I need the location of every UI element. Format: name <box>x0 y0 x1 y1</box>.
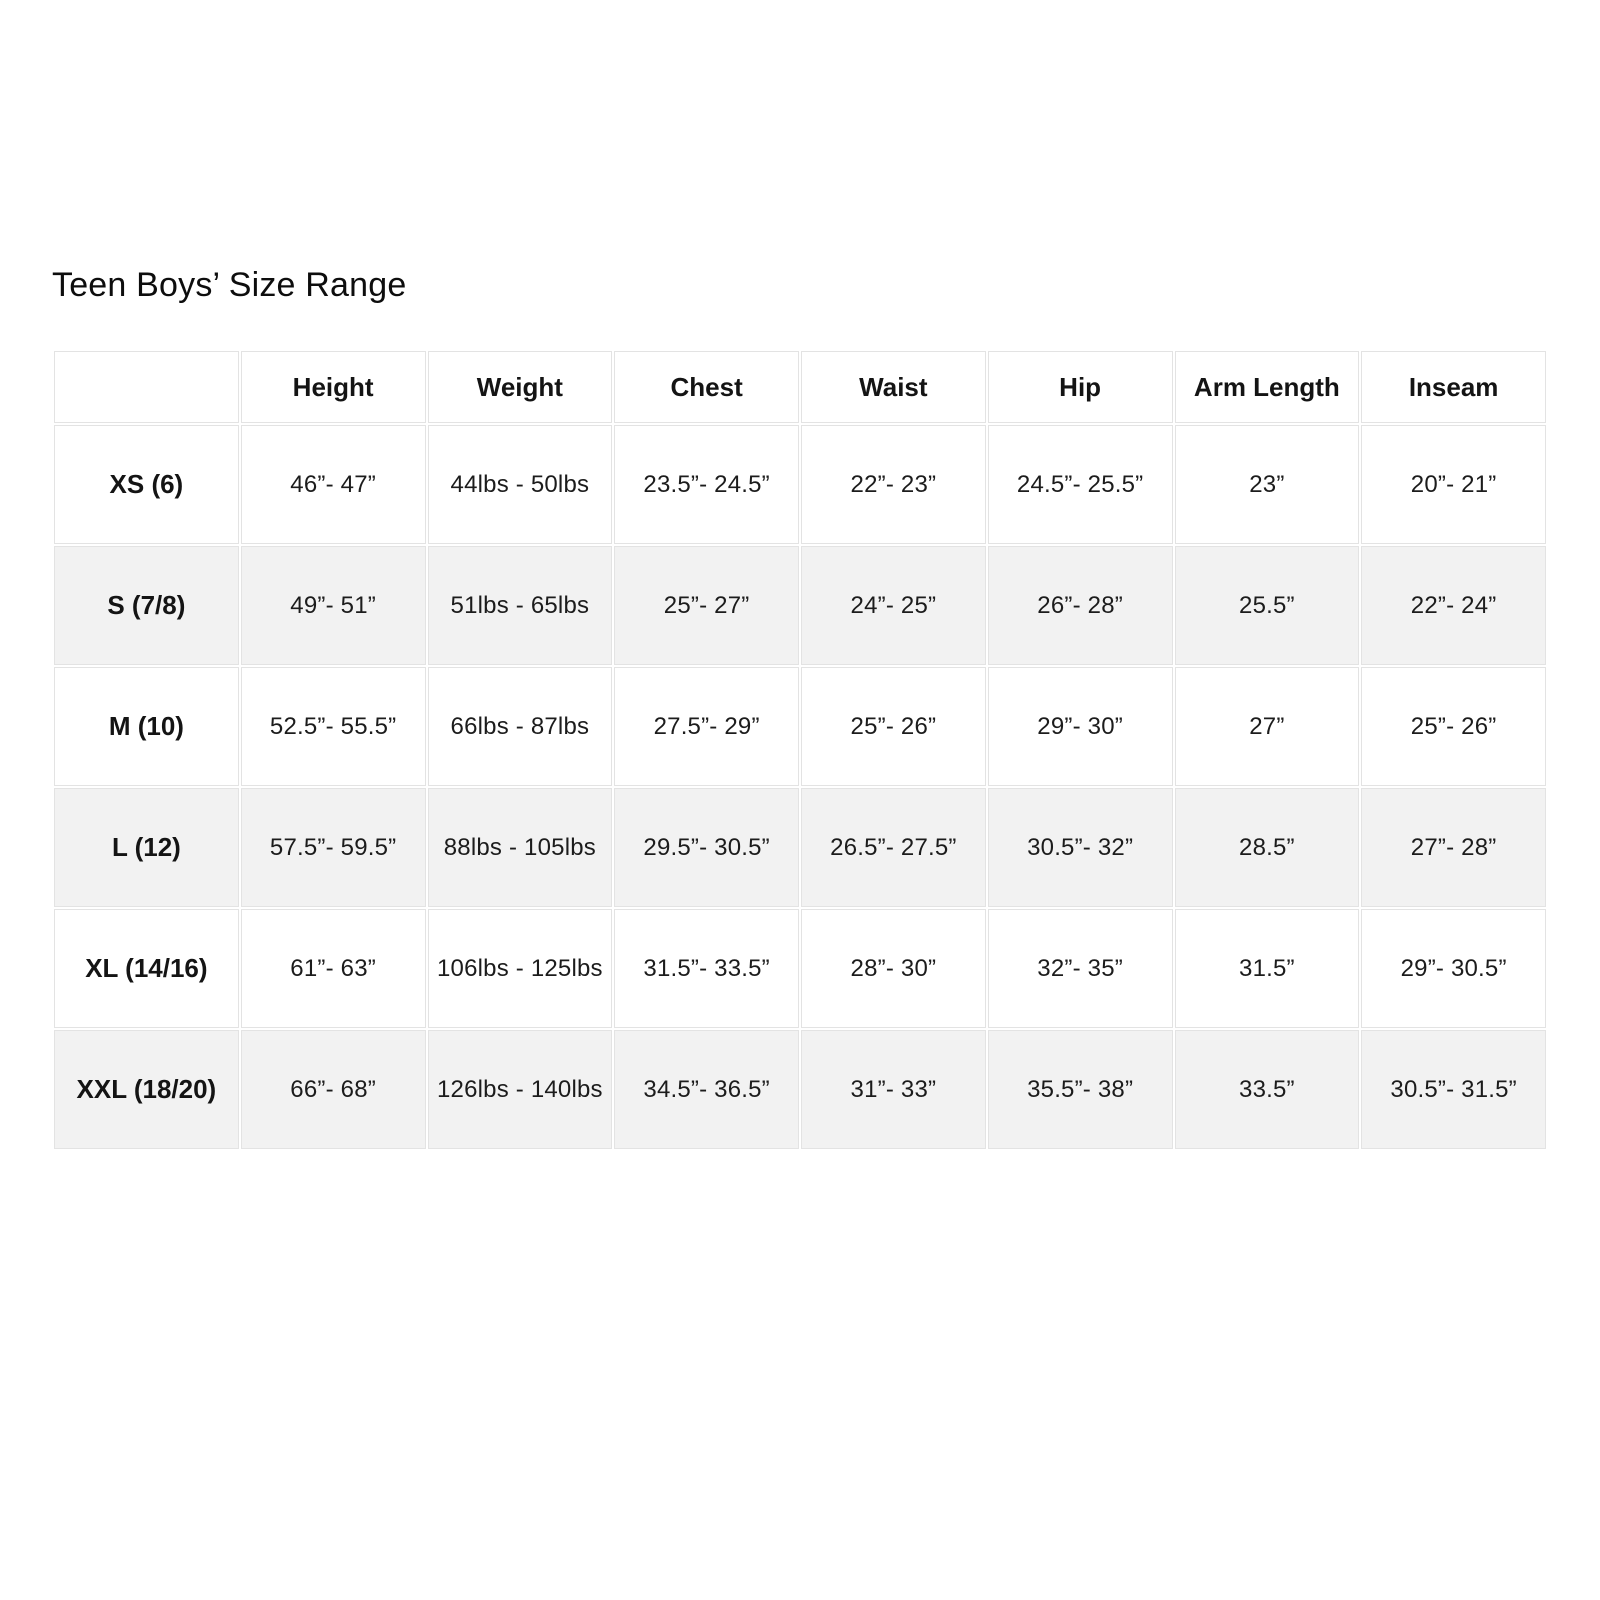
page: Teen Boys’ Size Range Height Weight Ches… <box>52 266 1548 1151</box>
cell-xl-height: 61”- 63” <box>240 909 426 1028</box>
cell-m-arm-length: 27” <box>1174 667 1360 786</box>
cell-s-inseam: 22”- 24” <box>1361 546 1546 665</box>
cell-xxl-inseam: 30.5”- 31.5” <box>1361 1030 1546 1149</box>
column-header-weight: Weight <box>427 351 613 423</box>
table-row-xs: XS (6) 46”- 47” 44lbs - 50lbs 23.5”- 24.… <box>54 425 1546 544</box>
cell-xxl-arm-length: 33.5” <box>1174 1030 1360 1149</box>
cell-xxl-chest: 34.5”- 36.5” <box>614 1030 799 1149</box>
row-label-m: M (10) <box>54 667 239 786</box>
cell-xxl-height: 66”- 68” <box>240 1030 426 1149</box>
cell-l-hip: 30.5”- 32” <box>987 788 1173 907</box>
table-header: Height Weight Chest Waist Hip Arm Length… <box>54 351 1546 423</box>
table-row-xxl: XXL (18/20) 66”- 68” 126lbs - 140lbs 34.… <box>54 1030 1546 1149</box>
cell-xs-chest: 23.5”- 24.5” <box>614 425 799 544</box>
cell-m-chest: 27.5”- 29” <box>614 667 799 786</box>
corner-cell <box>54 351 239 423</box>
cell-m-inseam: 25”- 26” <box>1361 667 1546 786</box>
table-row-l: L (12) 57.5”- 59.5” 88lbs - 105lbs 29.5”… <box>54 788 1546 907</box>
cell-s-chest: 25”- 27” <box>614 546 799 665</box>
table-row-xl: XL (14/16) 61”- 63” 106lbs - 125lbs 31.5… <box>54 909 1546 1028</box>
table-row-m: M (10) 52.5”- 55.5” 66lbs - 87lbs 27.5”-… <box>54 667 1546 786</box>
cell-xl-chest: 31.5”- 33.5” <box>614 909 799 1028</box>
cell-xl-hip: 32”- 35” <box>987 909 1173 1028</box>
cell-xs-arm-length: 23” <box>1174 425 1360 544</box>
cell-xxl-weight: 126lbs - 140lbs <box>427 1030 613 1149</box>
cell-xl-weight: 106lbs - 125lbs <box>427 909 613 1028</box>
column-header-chest: Chest <box>614 351 799 423</box>
cell-l-chest: 29.5”- 30.5” <box>614 788 799 907</box>
row-label-l: L (12) <box>54 788 239 907</box>
row-label-xs: XS (6) <box>54 425 239 544</box>
cell-xs-inseam: 20”- 21” <box>1361 425 1546 544</box>
column-header-waist: Waist <box>801 351 986 423</box>
cell-l-height: 57.5”- 59.5” <box>240 788 426 907</box>
cell-s-waist: 24”- 25” <box>801 546 986 665</box>
cell-s-weight: 51lbs - 65lbs <box>427 546 613 665</box>
cell-m-height: 52.5”- 55.5” <box>240 667 426 786</box>
column-header-arm-length: Arm Length <box>1174 351 1360 423</box>
cell-l-waist: 26.5”- 27.5” <box>801 788 986 907</box>
cell-l-weight: 88lbs - 105lbs <box>427 788 613 907</box>
cell-l-inseam: 27”- 28” <box>1361 788 1546 907</box>
cell-xl-waist: 28”- 30” <box>801 909 986 1028</box>
cell-xl-arm-length: 31.5” <box>1174 909 1360 1028</box>
cell-xs-waist: 22”- 23” <box>801 425 986 544</box>
cell-m-weight: 66lbs - 87lbs <box>427 667 613 786</box>
cell-m-hip: 29”- 30” <box>987 667 1173 786</box>
column-header-inseam: Inseam <box>1361 351 1546 423</box>
cell-s-hip: 26”- 28” <box>987 546 1173 665</box>
column-header-hip: Hip <box>987 351 1173 423</box>
cell-s-arm-length: 25.5” <box>1174 546 1360 665</box>
cell-xxl-hip: 35.5”- 38” <box>987 1030 1173 1149</box>
page-title: Teen Boys’ Size Range <box>52 266 407 304</box>
cell-m-waist: 25”- 26” <box>801 667 986 786</box>
cell-xs-weight: 44lbs - 50lbs <box>427 425 613 544</box>
cell-xs-hip: 24.5”- 25.5” <box>987 425 1173 544</box>
cell-xxl-waist: 31”- 33” <box>801 1030 986 1149</box>
header-row: Height Weight Chest Waist Hip Arm Length… <box>54 351 1546 423</box>
table-body: XS (6) 46”- 47” 44lbs - 50lbs 23.5”- 24.… <box>54 425 1546 1149</box>
row-label-xl: XL (14/16) <box>54 909 239 1028</box>
row-label-xxl: XXL (18/20) <box>54 1030 239 1149</box>
size-range-table: Height Weight Chest Waist Hip Arm Length… <box>52 349 1548 1151</box>
cell-l-arm-length: 28.5” <box>1174 788 1360 907</box>
cell-s-height: 49”- 51” <box>240 546 426 665</box>
column-header-height: Height <box>240 351 426 423</box>
cell-xl-inseam: 29”- 30.5” <box>1361 909 1546 1028</box>
row-label-s: S (7/8) <box>54 546 239 665</box>
table-row-s: S (7/8) 49”- 51” 51lbs - 65lbs 25”- 27” … <box>54 546 1546 665</box>
cell-xs-height: 46”- 47” <box>240 425 426 544</box>
